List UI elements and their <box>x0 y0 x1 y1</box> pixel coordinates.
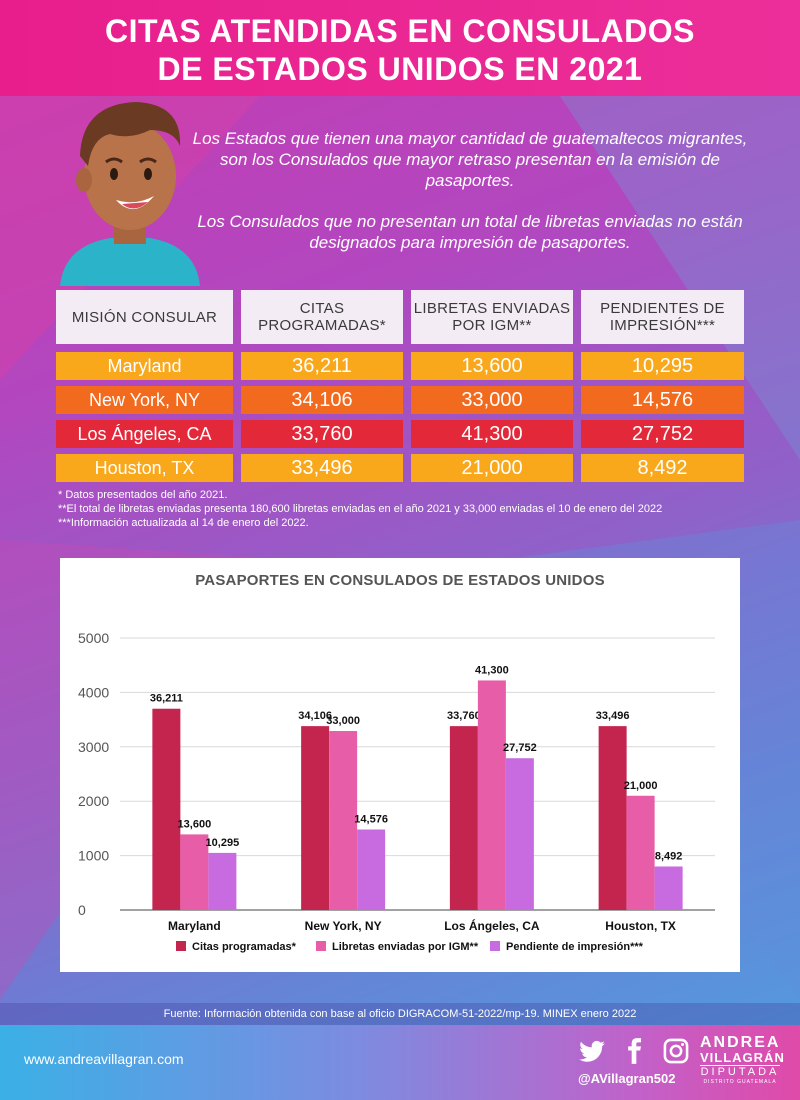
bar <box>329 731 358 910</box>
cell-citas: 34,106 <box>241 386 403 414</box>
bar <box>505 758 534 910</box>
bar <box>357 829 386 910</box>
data-label: 8,492 <box>655 850 683 862</box>
cell-pendientes: 8,492 <box>581 454 744 482</box>
cell-mission: Maryland <box>56 352 233 380</box>
legend-swatch <box>490 941 500 951</box>
header-citas: CITAS PROGRAMADAS* <box>241 290 403 344</box>
data-label: 27,752 <box>503 742 537 754</box>
table-row: Los Ángeles, CA 33,760 41,300 27,752 <box>56 420 746 448</box>
bar <box>301 726 330 910</box>
footnote-3: ***Información actualizada al 14 de ener… <box>58 517 309 529</box>
bar <box>208 852 237 910</box>
legend-label: Pendiente de impresión*** <box>506 941 644 953</box>
brand-logo: ANDREA VILLAGRÁN DIPUTADA DISTRITO GUATE… <box>700 1034 785 1086</box>
cell-pendientes: 14,576 <box>581 386 744 414</box>
legend-label: Citas programadas* <box>192 941 297 953</box>
cell-citas: 33,496 <box>241 454 403 482</box>
data-label: 13,600 <box>178 818 212 830</box>
data-label: 33,760 <box>447 710 481 722</box>
cell-libretas: 13,600 <box>411 352 573 380</box>
brand-line-3: DIPUTADA <box>700 1066 780 1078</box>
y-tick-label: 4000 <box>78 684 109 700</box>
chart-card: PASAPORTES EN CONSULADOS DE ESTADOS UNID… <box>60 558 740 972</box>
brand-line-2: VILLAGRÁN <box>700 1050 785 1066</box>
x-tick-label: Maryland <box>168 919 221 933</box>
footnotes: * Datos presentados del año 2021. **El t… <box>58 488 662 530</box>
title-line-2: DE ESTADOS UNIDOS EN 2021 <box>157 51 643 87</box>
data-label: 33,000 <box>326 715 360 727</box>
header-pendientes: PENDIENTES DE IMPRESIÓN*** <box>581 290 744 344</box>
data-label: 36,211 <box>150 693 183 705</box>
intro-text: Los Estados que tienen una mayor cantida… <box>180 128 760 273</box>
cell-citas: 33,760 <box>241 420 403 448</box>
y-tick-label: 1000 <box>78 848 109 864</box>
legend-swatch <box>176 941 186 951</box>
footer: www.andreavillagran.com @AVillagran502 A… <box>0 1025 800 1100</box>
y-tick-label: 0 <box>78 902 86 918</box>
cell-mission: New York, NY <box>56 386 233 414</box>
table-row: Maryland 36,211 13,600 10,295 <box>56 352 746 380</box>
table-row: Houston, TX 33,496 21,000 8,492 <box>56 454 746 482</box>
intro-paragraph-2: Los Consulados que no presentan un total… <box>197 212 743 252</box>
brand-line-1: ANDREA <box>700 1034 781 1051</box>
bar <box>477 680 506 910</box>
table-header: MISIÓN CONSULAR CITAS PROGRAMADAS* LIBRE… <box>56 290 746 344</box>
instagram-icon[interactable] <box>662 1037 690 1065</box>
y-tick-label: 2000 <box>78 793 109 809</box>
brand-line-4: DISTRITO GUATEMALA <box>703 1079 777 1085</box>
x-tick-label: Houston, TX <box>605 919 676 933</box>
title-line-1: CITAS ATENDIDAS EN CONSULADOS <box>105 13 695 49</box>
bar <box>449 726 478 910</box>
cell-libretas: 41,300 <box>411 420 573 448</box>
twitter-icon[interactable] <box>578 1037 606 1065</box>
source-note: Fuente: Información obtenida con base al… <box>0 1003 800 1025</box>
chart-title: PASAPORTES EN CONSULADOS DE ESTADOS UNID… <box>195 572 605 589</box>
y-tick-label: 5000 <box>78 630 109 646</box>
bar <box>626 795 655 910</box>
data-label: 10,295 <box>206 837 240 849</box>
social-handle[interactable]: @AVillagran502 <box>578 1071 676 1086</box>
cell-pendientes: 27,752 <box>581 420 744 448</box>
data-label: 34,106 <box>298 710 332 722</box>
cell-pendientes: 10,295 <box>581 352 744 380</box>
bar-chart: 0 1000 2000 3000 4000 5000 36,211 13,600 10,295 M… <box>78 630 715 953</box>
avatar-illustration <box>60 102 200 286</box>
x-tick-label: New York, NY <box>305 919 382 933</box>
facebook-icon[interactable] <box>620 1037 648 1065</box>
consulates-table: MISIÓN CONSULAR CITAS PROGRAMADAS* LIBRE… <box>56 290 746 488</box>
footnote-1: * Datos presentados del año 2021. <box>58 489 228 501</box>
bar <box>598 726 627 910</box>
data-label: 41,300 <box>475 664 509 676</box>
cell-citas: 36,211 <box>241 352 403 380</box>
data-label: 21,000 <box>624 780 658 792</box>
bar <box>152 708 181 910</box>
footnote-2: **El total de libretas enviadas presenta… <box>58 503 663 515</box>
header-libretas: LIBRETAS ENVIADAS POR IGM** <box>411 290 573 344</box>
bar <box>180 834 209 910</box>
y-tick-label: 3000 <box>78 739 109 755</box>
intro-paragraph-1: Los Estados que tienen una mayor cantida… <box>192 129 748 190</box>
data-label: 33,496 <box>596 710 630 722</box>
bar <box>654 866 683 910</box>
table-row: New York, NY 34,106 33,000 14,576 <box>56 386 746 414</box>
cell-mission: Los Ángeles, CA <box>56 420 233 448</box>
cell-libretas: 21,000 <box>411 454 573 482</box>
cell-libretas: 33,000 <box>411 386 573 414</box>
legend-label: Libretas enviadas por IGM** <box>332 941 479 953</box>
social-icons <box>578 1037 690 1065</box>
cell-mission: Houston, TX <box>56 454 233 482</box>
legend-swatch <box>316 941 326 951</box>
data-label: 14,576 <box>354 813 388 825</box>
page-title: CITAS ATENDIDAS EN CONSULADOS DE ESTADOS… <box>0 0 800 96</box>
header-mission: MISIÓN CONSULAR <box>56 290 233 344</box>
x-tick-label: Los Ángeles, CA <box>444 918 540 933</box>
website-link[interactable]: www.andreavillagran.com <box>24 1051 184 1067</box>
